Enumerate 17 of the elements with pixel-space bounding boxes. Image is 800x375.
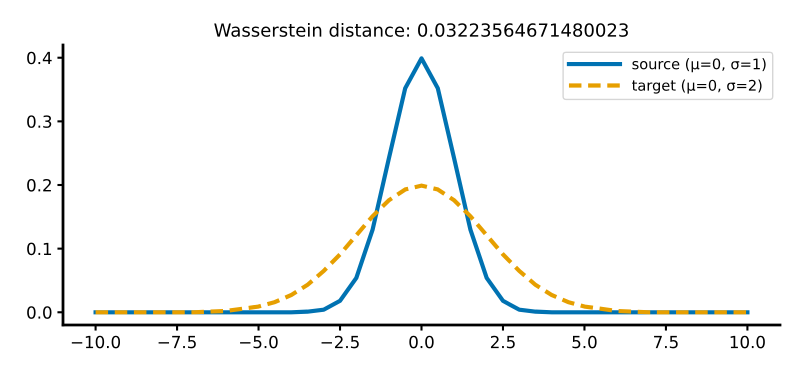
x-tick-label: 5.0	[572, 336, 597, 348]
chart-title: Wasserstein distance: 0.03223564671480023	[214, 22, 628, 37]
x-tick-label: −2.5	[322, 336, 359, 348]
legend-label: target (μ=0, σ=2)	[632, 80, 762, 94]
y-tick-label: 0.1	[27, 242, 52, 256]
y-tick-label: 0.4	[27, 52, 52, 64]
x-tick-label: 0.0	[409, 336, 434, 348]
y-tick-label: 0.0	[27, 306, 52, 319]
x-tick-label: −10.0	[72, 336, 120, 348]
y-tick-label: 0.2	[27, 178, 51, 192]
x-tick-label: 10.0	[730, 336, 765, 348]
legend-label: source (μ=0, σ=1)	[632, 58, 766, 72]
y-tick-label: 0.3	[27, 115, 52, 128]
x-tick-label: −7.5	[158, 336, 196, 348]
x-tick-label: 7.5	[654, 336, 678, 348]
x-tick-label: −5.0	[240, 336, 278, 348]
x-tick-label: 2.5	[490, 336, 515, 348]
